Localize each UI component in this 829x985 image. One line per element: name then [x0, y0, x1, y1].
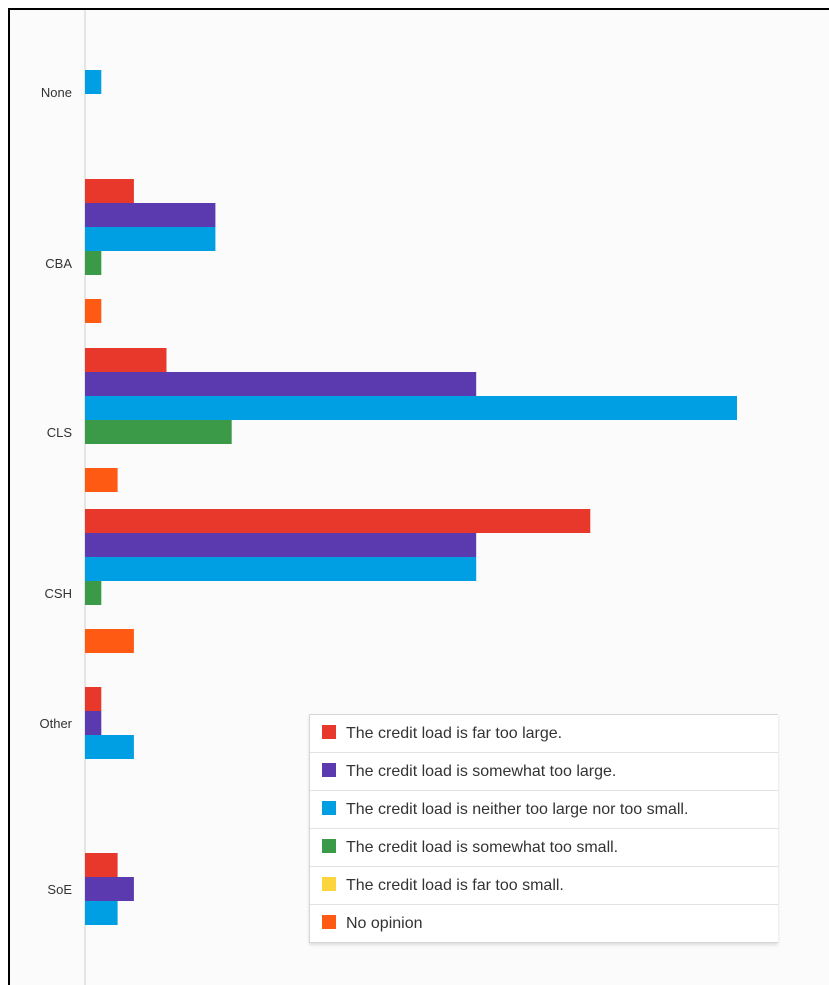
- bar-cba-series-5[interactable]: [85, 299, 102, 323]
- legend-item-3[interactable]: The credit load is somewhat too small.: [310, 829, 778, 867]
- bar-csh-series-2[interactable]: [85, 557, 477, 581]
- legend-item-5[interactable]: No opinion: [310, 905, 778, 942]
- bar-cba-series-0[interactable]: [85, 179, 134, 203]
- bar-cba-series-3[interactable]: [85, 251, 102, 275]
- bar-cba-series-1[interactable]: [85, 203, 216, 227]
- category-label-none: None: [41, 85, 72, 100]
- bar-chart: None CBA CLS CSH Other SoE: [39, 10, 737, 985]
- bar-other-series-1[interactable]: [85, 711, 102, 735]
- legend-label-1: The credit load is somewhat too large.: [346, 763, 617, 780]
- legend-label-2: The credit load is neither too large nor…: [346, 801, 689, 818]
- legend-item-2[interactable]: The credit load is neither too large nor…: [310, 791, 778, 829]
- legend-label-4: The credit load is far too small.: [346, 877, 564, 894]
- legend-label-3: The credit load is somewhat too small.: [346, 839, 619, 856]
- legend-swatch-0: [322, 725, 336, 740]
- legend-swatch-1: [322, 763, 336, 778]
- bar-none-series-2[interactable]: [85, 70, 102, 94]
- bar-soe-series-1[interactable]: [85, 877, 134, 901]
- legend-item-1[interactable]: The credit load is somewhat too large.: [310, 753, 778, 791]
- legend-swatch-2: [322, 801, 336, 816]
- bar-cls-series-0[interactable]: [85, 348, 167, 372]
- bar-cls-series-5[interactable]: [85, 468, 118, 492]
- bar-other-series-2[interactable]: [85, 735, 134, 759]
- category-label-cls: CLS: [47, 425, 73, 440]
- legend-item-4[interactable]: The credit load is far too small.: [310, 867, 778, 905]
- category-label-cba: CBA: [45, 256, 72, 271]
- bar-soe-series-0[interactable]: [85, 853, 118, 877]
- legend-item-0[interactable]: The credit load is far too large.: [310, 715, 778, 753]
- bar-cls-series-1[interactable]: [85, 372, 477, 396]
- legend-label-5: No opinion: [346, 915, 423, 932]
- bar-csh-series-3[interactable]: [85, 581, 102, 605]
- legend-label-0: The credit load is far too large.: [346, 725, 563, 742]
- bar-cls-series-2[interactable]: [85, 396, 737, 420]
- legend-swatch-3: [322, 839, 336, 854]
- bar-csh-series-0[interactable]: [85, 509, 591, 533]
- bar-other-series-0[interactable]: [85, 687, 102, 711]
- bar-soe-series-2[interactable]: [85, 901, 118, 925]
- bar-cba-series-2[interactable]: [85, 227, 216, 251]
- bar-cls-series-3[interactable]: [85, 420, 232, 444]
- chart-frame: None CBA CLS CSH Other SoE The credit load is…: [8, 8, 829, 985]
- bar-csh-series-1[interactable]: [85, 533, 477, 557]
- legend-swatch-5: [322, 915, 336, 930]
- category-label-csh: CSH: [45, 586, 72, 601]
- category-label-soe: SoE: [47, 882, 72, 897]
- bar-csh-series-5[interactable]: [85, 629, 134, 653]
- legend-swatch-4: [322, 877, 336, 892]
- category-label-other: Other: [39, 716, 72, 731]
- legend: The credit load is far too large. The cre…: [309, 714, 778, 943]
